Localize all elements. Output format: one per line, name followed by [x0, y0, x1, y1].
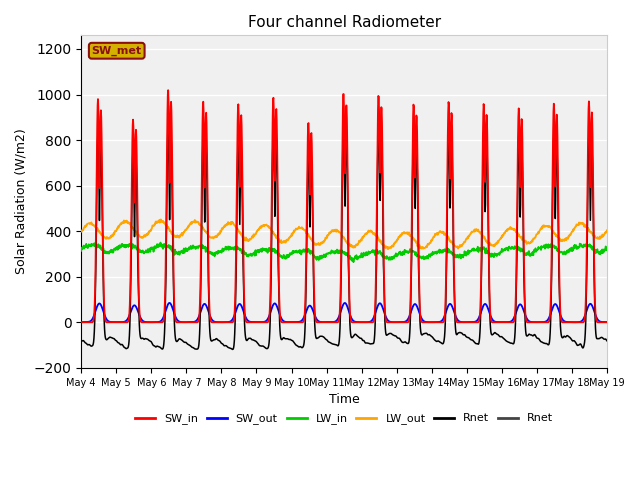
Y-axis label: Solar Radiation (W/m2): Solar Radiation (W/m2)	[15, 129, 28, 275]
X-axis label: Time: Time	[329, 393, 360, 406]
Text: SW_met: SW_met	[92, 46, 142, 56]
Legend: SW_in, SW_out, LW_in, LW_out, Rnet, Rnet: SW_in, SW_out, LW_in, LW_out, Rnet, Rnet	[131, 409, 557, 429]
Title: Four channel Radiometer: Four channel Radiometer	[248, 15, 441, 30]
